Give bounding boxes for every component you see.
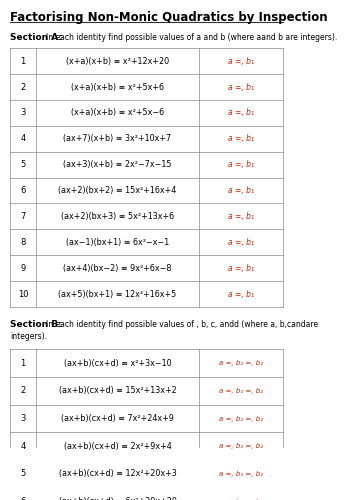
Text: (ax+7)(x+b) ≡ 3x²+10x+7: (ax+7)(x+b) ≡ 3x²+10x+7 xyxy=(64,134,172,143)
Text: a =, b₁: a =, b₁ xyxy=(228,186,254,195)
Text: 8: 8 xyxy=(20,238,26,247)
Text: a =, b₁ =, b₂: a =, b₁ =, b₂ xyxy=(219,360,263,366)
Text: (ax+3)(x+b) ≡ 2x²−7x−15: (ax+3)(x+b) ≡ 2x²−7x−15 xyxy=(63,160,172,169)
Text: a =, b₁: a =, b₁ xyxy=(228,290,254,298)
Text: a =, b₁: a =, b₁ xyxy=(228,264,254,272)
Text: Factorising Non-Monic Quadratics by Inspection: Factorising Non-Monic Quadratics by Insp… xyxy=(10,11,328,24)
Text: (ax+b)(cx+d) ≡ 7x²+24x+9: (ax+b)(cx+d) ≡ 7x²+24x+9 xyxy=(61,414,174,423)
Text: 2: 2 xyxy=(20,82,26,92)
Text: (ax+b)(cx+d) ≡ 2x²+9x+4: (ax+b)(cx+d) ≡ 2x²+9x+4 xyxy=(64,442,171,450)
Text: 7: 7 xyxy=(20,212,26,221)
Text: a =, b₁: a =, b₁ xyxy=(228,108,254,118)
Text: (x+a)(x+b) ≡ x²+5x−6: (x+a)(x+b) ≡ x²+5x−6 xyxy=(71,108,164,118)
Text: (ax+2)(bx+2) ≡ 15x²+16x+4: (ax+2)(bx+2) ≡ 15x²+16x+4 xyxy=(58,186,176,195)
Text: 5: 5 xyxy=(20,160,26,169)
Text: 6: 6 xyxy=(20,186,26,195)
Text: a =, b₁ =, b₂: a =, b₁ =, b₂ xyxy=(219,416,263,422)
Text: integers).: integers). xyxy=(10,332,47,341)
Text: a =, b₁: a =, b₁ xyxy=(228,160,254,169)
Text: a =, b₁ =, b₂: a =, b₁ =, b₂ xyxy=(219,443,263,449)
Text: 4: 4 xyxy=(20,442,26,450)
Text: a =, b₁: a =, b₁ xyxy=(228,56,254,66)
Text: (x+a)(x+b) ≡ x²+12x+20: (x+a)(x+b) ≡ x²+12x+20 xyxy=(66,56,169,66)
Text: (ax+b)(cx+d) ≡ 12x²+20x+3: (ax+b)(cx+d) ≡ 12x²+20x+3 xyxy=(59,470,176,478)
Text: Section B:: Section B: xyxy=(10,320,62,330)
Text: a =, b₁: a =, b₁ xyxy=(228,212,254,221)
Text: (x+a)(x+b) ≡ x²+5x+6: (x+a)(x+b) ≡ x²+5x+6 xyxy=(71,82,164,92)
Text: 1: 1 xyxy=(20,358,26,368)
Text: (ax+b)(cx+d) ≡ 15x²+13x+2: (ax+b)(cx+d) ≡ 15x²+13x+2 xyxy=(59,386,176,396)
Text: 10: 10 xyxy=(18,290,28,298)
Text: In each identity find possible values of a and b (where a​and b are integers).: In each identity find possible values of… xyxy=(46,32,337,42)
Text: 1: 1 xyxy=(20,56,26,66)
Text: (ax+4)(bx−2) ≡ 9x²+6x−8: (ax+4)(bx−2) ≡ 9x²+6x−8 xyxy=(63,264,172,272)
Text: 3: 3 xyxy=(20,414,26,423)
Text: (ax+b)(cx+d) ≡ x²+3x−10: (ax+b)(cx+d) ≡ x²+3x−10 xyxy=(64,358,171,368)
Text: 3: 3 xyxy=(20,108,26,118)
Text: (ax+2)(bx+3) ≡ 5x²+13x+6: (ax+2)(bx+3) ≡ 5x²+13x+6 xyxy=(61,212,174,221)
Text: a =, b₁: a =, b₁ xyxy=(228,238,254,247)
Text: (ax+5)(bx+1) ≡ 12x²+16x+5: (ax+5)(bx+1) ≡ 12x²+16x+5 xyxy=(58,290,176,298)
Text: 5: 5 xyxy=(20,470,26,478)
Text: 2: 2 xyxy=(20,386,26,396)
Text: a =, b₁: a =, b₁ xyxy=(228,82,254,92)
Text: 6: 6 xyxy=(20,497,26,500)
Text: a =, b₁: a =, b₁ xyxy=(228,134,254,143)
Text: Section A:: Section A: xyxy=(10,32,62,42)
Text: (ax+b)(cx+d) ≡ 6x²+29x+20: (ax+b)(cx+d) ≡ 6x²+29x+20 xyxy=(59,497,176,500)
Text: In each identity find possible values of , b, c, andd (where a, b,candare: In each identity find possible values of… xyxy=(46,320,318,330)
Text: a =, b₁ =, b₂: a =, b₁ =, b₂ xyxy=(219,498,263,500)
Text: 4: 4 xyxy=(20,134,26,143)
Text: 9: 9 xyxy=(20,264,26,272)
Text: a =, b₁ =, b₂: a =, b₁ =, b₂ xyxy=(219,471,263,477)
Text: (ax−1)(bx+1) ≡ 6x²−x−1: (ax−1)(bx+1) ≡ 6x²−x−1 xyxy=(66,238,169,247)
Text: a =, b₁ =, b₂: a =, b₁ =, b₂ xyxy=(219,388,263,394)
